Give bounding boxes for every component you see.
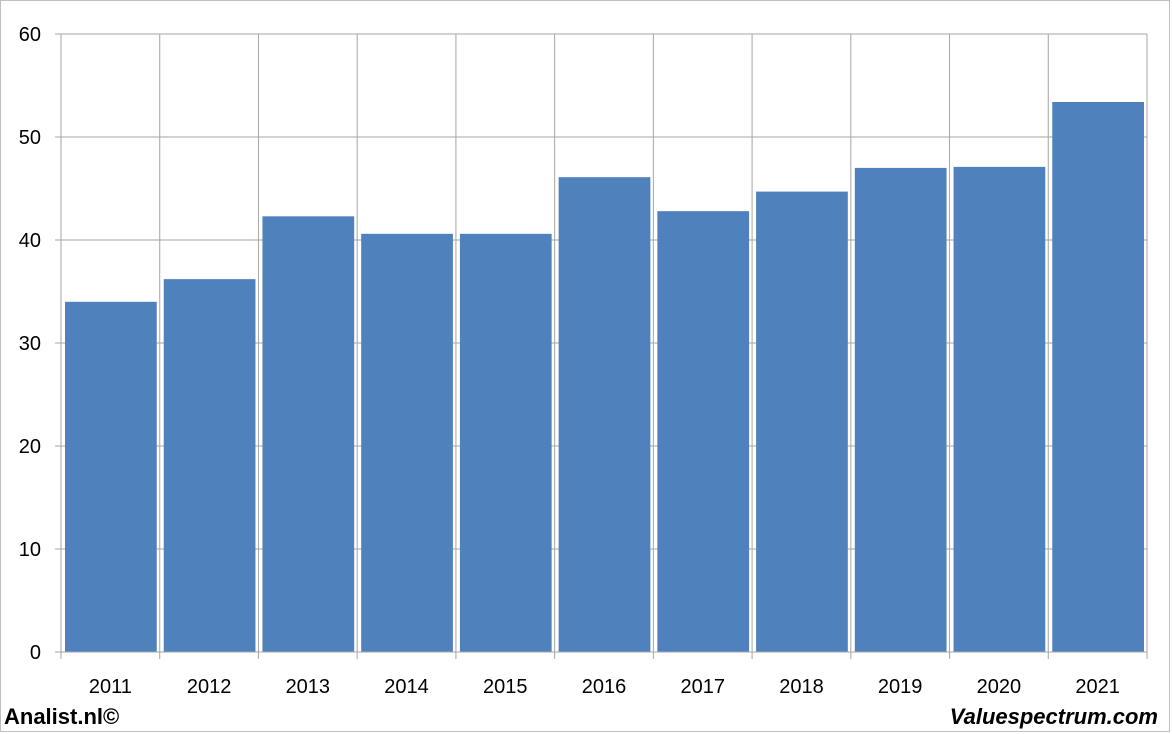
y-tick-label: 0 — [30, 642, 41, 664]
x-tick-label: 2020 — [977, 676, 1022, 698]
x-tick-label: 2014 — [384, 676, 429, 698]
y-tick-label: 50 — [19, 127, 41, 149]
x-tick-label: 2021 — [1075, 676, 1120, 698]
x-tick-label: 2016 — [582, 676, 627, 698]
y-tick-label: 40 — [19, 230, 41, 252]
x-tick-label: 2013 — [286, 676, 331, 698]
footer-right-credit: Valuespectrum.com — [949, 704, 1158, 729]
x-tick-label: 2011 — [89, 676, 132, 698]
bar-2019 — [854, 167, 947, 652]
bar-2012 — [163, 279, 256, 652]
x-tick-label: 2019 — [878, 676, 923, 698]
footer-left-credit: Analist.nl© — [4, 704, 120, 729]
x-tick-label: 2018 — [779, 676, 824, 698]
bar-2020 — [953, 166, 1046, 652]
bar-2011 — [65, 301, 157, 652]
bar-2021 — [1052, 101, 1144, 653]
y-tick-label: 10 — [19, 539, 41, 561]
x-tick-label: 2012 — [187, 676, 232, 698]
bar-2015 — [459, 233, 552, 652]
bar-2013 — [262, 216, 355, 652]
y-tick-label: 20 — [19, 436, 41, 458]
bar-2016 — [558, 177, 651, 653]
y-tick-label: 60 — [19, 24, 41, 46]
bar-2017 — [657, 211, 750, 652]
bar-2014 — [361, 233, 453, 652]
y-tick-label: 30 — [19, 333, 41, 355]
bar-2018 — [756, 191, 848, 652]
x-tick-label: 2015 — [483, 676, 528, 698]
x-tick-label: 2017 — [680, 676, 725, 698]
